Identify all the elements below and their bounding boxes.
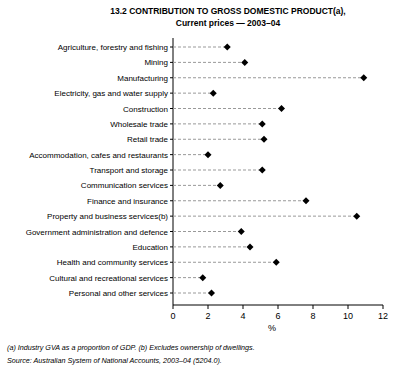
x-tick-label: 4 bbox=[240, 311, 245, 321]
plot-area bbox=[173, 44, 367, 297]
leader-line bbox=[173, 123, 262, 124]
y-tick bbox=[170, 93, 173, 94]
y-tick bbox=[170, 216, 173, 217]
y-tick bbox=[170, 277, 173, 278]
x-tick-label: 10 bbox=[343, 311, 353, 321]
category-label: Personal and other services bbox=[69, 289, 168, 298]
leader-line bbox=[173, 47, 227, 48]
leader-line bbox=[173, 277, 203, 278]
dot bbox=[217, 182, 224, 189]
y-tick bbox=[170, 62, 173, 63]
x-axis-label: % bbox=[268, 323, 276, 333]
leader-line bbox=[173, 185, 220, 186]
dot bbox=[199, 274, 206, 281]
leader-line bbox=[173, 170, 262, 171]
category-label: Transport and storage bbox=[90, 166, 169, 175]
dot bbox=[210, 90, 217, 97]
footnote: (a) Industry GVA as a proportion of GDP.… bbox=[7, 343, 255, 352]
leader-line bbox=[173, 216, 357, 217]
y-tick bbox=[170, 231, 173, 232]
dot bbox=[360, 74, 367, 81]
chart: 13.2 CONTRIBUTION TO GROSS DOMESTIC PROD… bbox=[0, 0, 397, 378]
category-label: Education bbox=[132, 243, 168, 252]
category-label: Wholesale trade bbox=[110, 120, 168, 129]
x-tick bbox=[173, 305, 174, 309]
category-label: Finance and insurance bbox=[87, 197, 168, 206]
leader-line bbox=[173, 139, 264, 140]
dot bbox=[205, 151, 212, 158]
y-tick bbox=[170, 154, 173, 155]
x-tick-label: 6 bbox=[275, 311, 280, 321]
dot bbox=[247, 243, 254, 250]
leader-line bbox=[173, 62, 245, 63]
dot bbox=[241, 59, 248, 66]
x-tick bbox=[278, 305, 279, 309]
y-tick bbox=[170, 246, 173, 247]
leader-line bbox=[173, 77, 364, 78]
category-label: Manufacturing bbox=[117, 74, 168, 83]
subtitle: Current prices — 2003–04 bbox=[176, 18, 281, 28]
category-label: Communication services bbox=[81, 181, 168, 190]
leader-line bbox=[173, 262, 276, 263]
leader-line bbox=[173, 200, 306, 201]
category-label: Health and community services bbox=[57, 258, 168, 267]
y-tick bbox=[170, 262, 173, 263]
dot bbox=[353, 213, 360, 220]
leader-line bbox=[173, 108, 282, 109]
x-tick-label: 0 bbox=[170, 311, 175, 321]
leader-line bbox=[173, 154, 208, 155]
x-tick-label: 2 bbox=[205, 311, 210, 321]
category-label: Mining bbox=[144, 58, 168, 67]
y-tick bbox=[170, 185, 173, 186]
category-label: Government administration and defence bbox=[26, 228, 169, 237]
dot bbox=[278, 105, 285, 112]
y-tick bbox=[170, 108, 173, 109]
leader-line bbox=[173, 231, 241, 232]
category-label: Electricity, gas and water supply bbox=[54, 89, 168, 98]
x-tick bbox=[383, 305, 384, 309]
x-tick bbox=[208, 305, 209, 309]
dot bbox=[261, 136, 268, 143]
category-label: Retail trade bbox=[127, 135, 168, 144]
x-tick bbox=[348, 305, 349, 309]
leader-line bbox=[173, 293, 212, 294]
category-label: Agriculture, forestry and fishing bbox=[58, 43, 168, 52]
y-tick bbox=[170, 123, 173, 124]
x-tick bbox=[243, 305, 244, 309]
x-tick-label: 8 bbox=[310, 311, 315, 321]
dot bbox=[259, 167, 266, 174]
y-tick bbox=[170, 47, 173, 48]
dot bbox=[303, 197, 310, 204]
dot bbox=[238, 228, 245, 235]
dot bbox=[208, 290, 215, 297]
category-label: Construction bbox=[123, 105, 168, 114]
leader-line bbox=[173, 246, 250, 247]
leader-line bbox=[173, 93, 213, 94]
x-tick bbox=[313, 305, 314, 309]
dot bbox=[273, 259, 280, 266]
y-tick bbox=[170, 200, 173, 201]
category-label: Cultural and recreational services bbox=[49, 274, 168, 283]
title: 13.2 CONTRIBUTION TO GROSS DOMESTIC PROD… bbox=[110, 6, 346, 16]
category-label: Property and business services(b) bbox=[47, 212, 168, 221]
y-tick bbox=[170, 77, 173, 78]
footnote: Source: Australian System of National Ac… bbox=[7, 356, 222, 365]
category-label: Accommodation, cafes and restaurants bbox=[29, 151, 168, 160]
dot bbox=[259, 120, 266, 127]
y-tick bbox=[170, 170, 173, 171]
x-tick-label: 12 bbox=[378, 311, 388, 321]
dot bbox=[224, 44, 231, 51]
y-tick bbox=[170, 139, 173, 140]
y-tick bbox=[170, 293, 173, 294]
